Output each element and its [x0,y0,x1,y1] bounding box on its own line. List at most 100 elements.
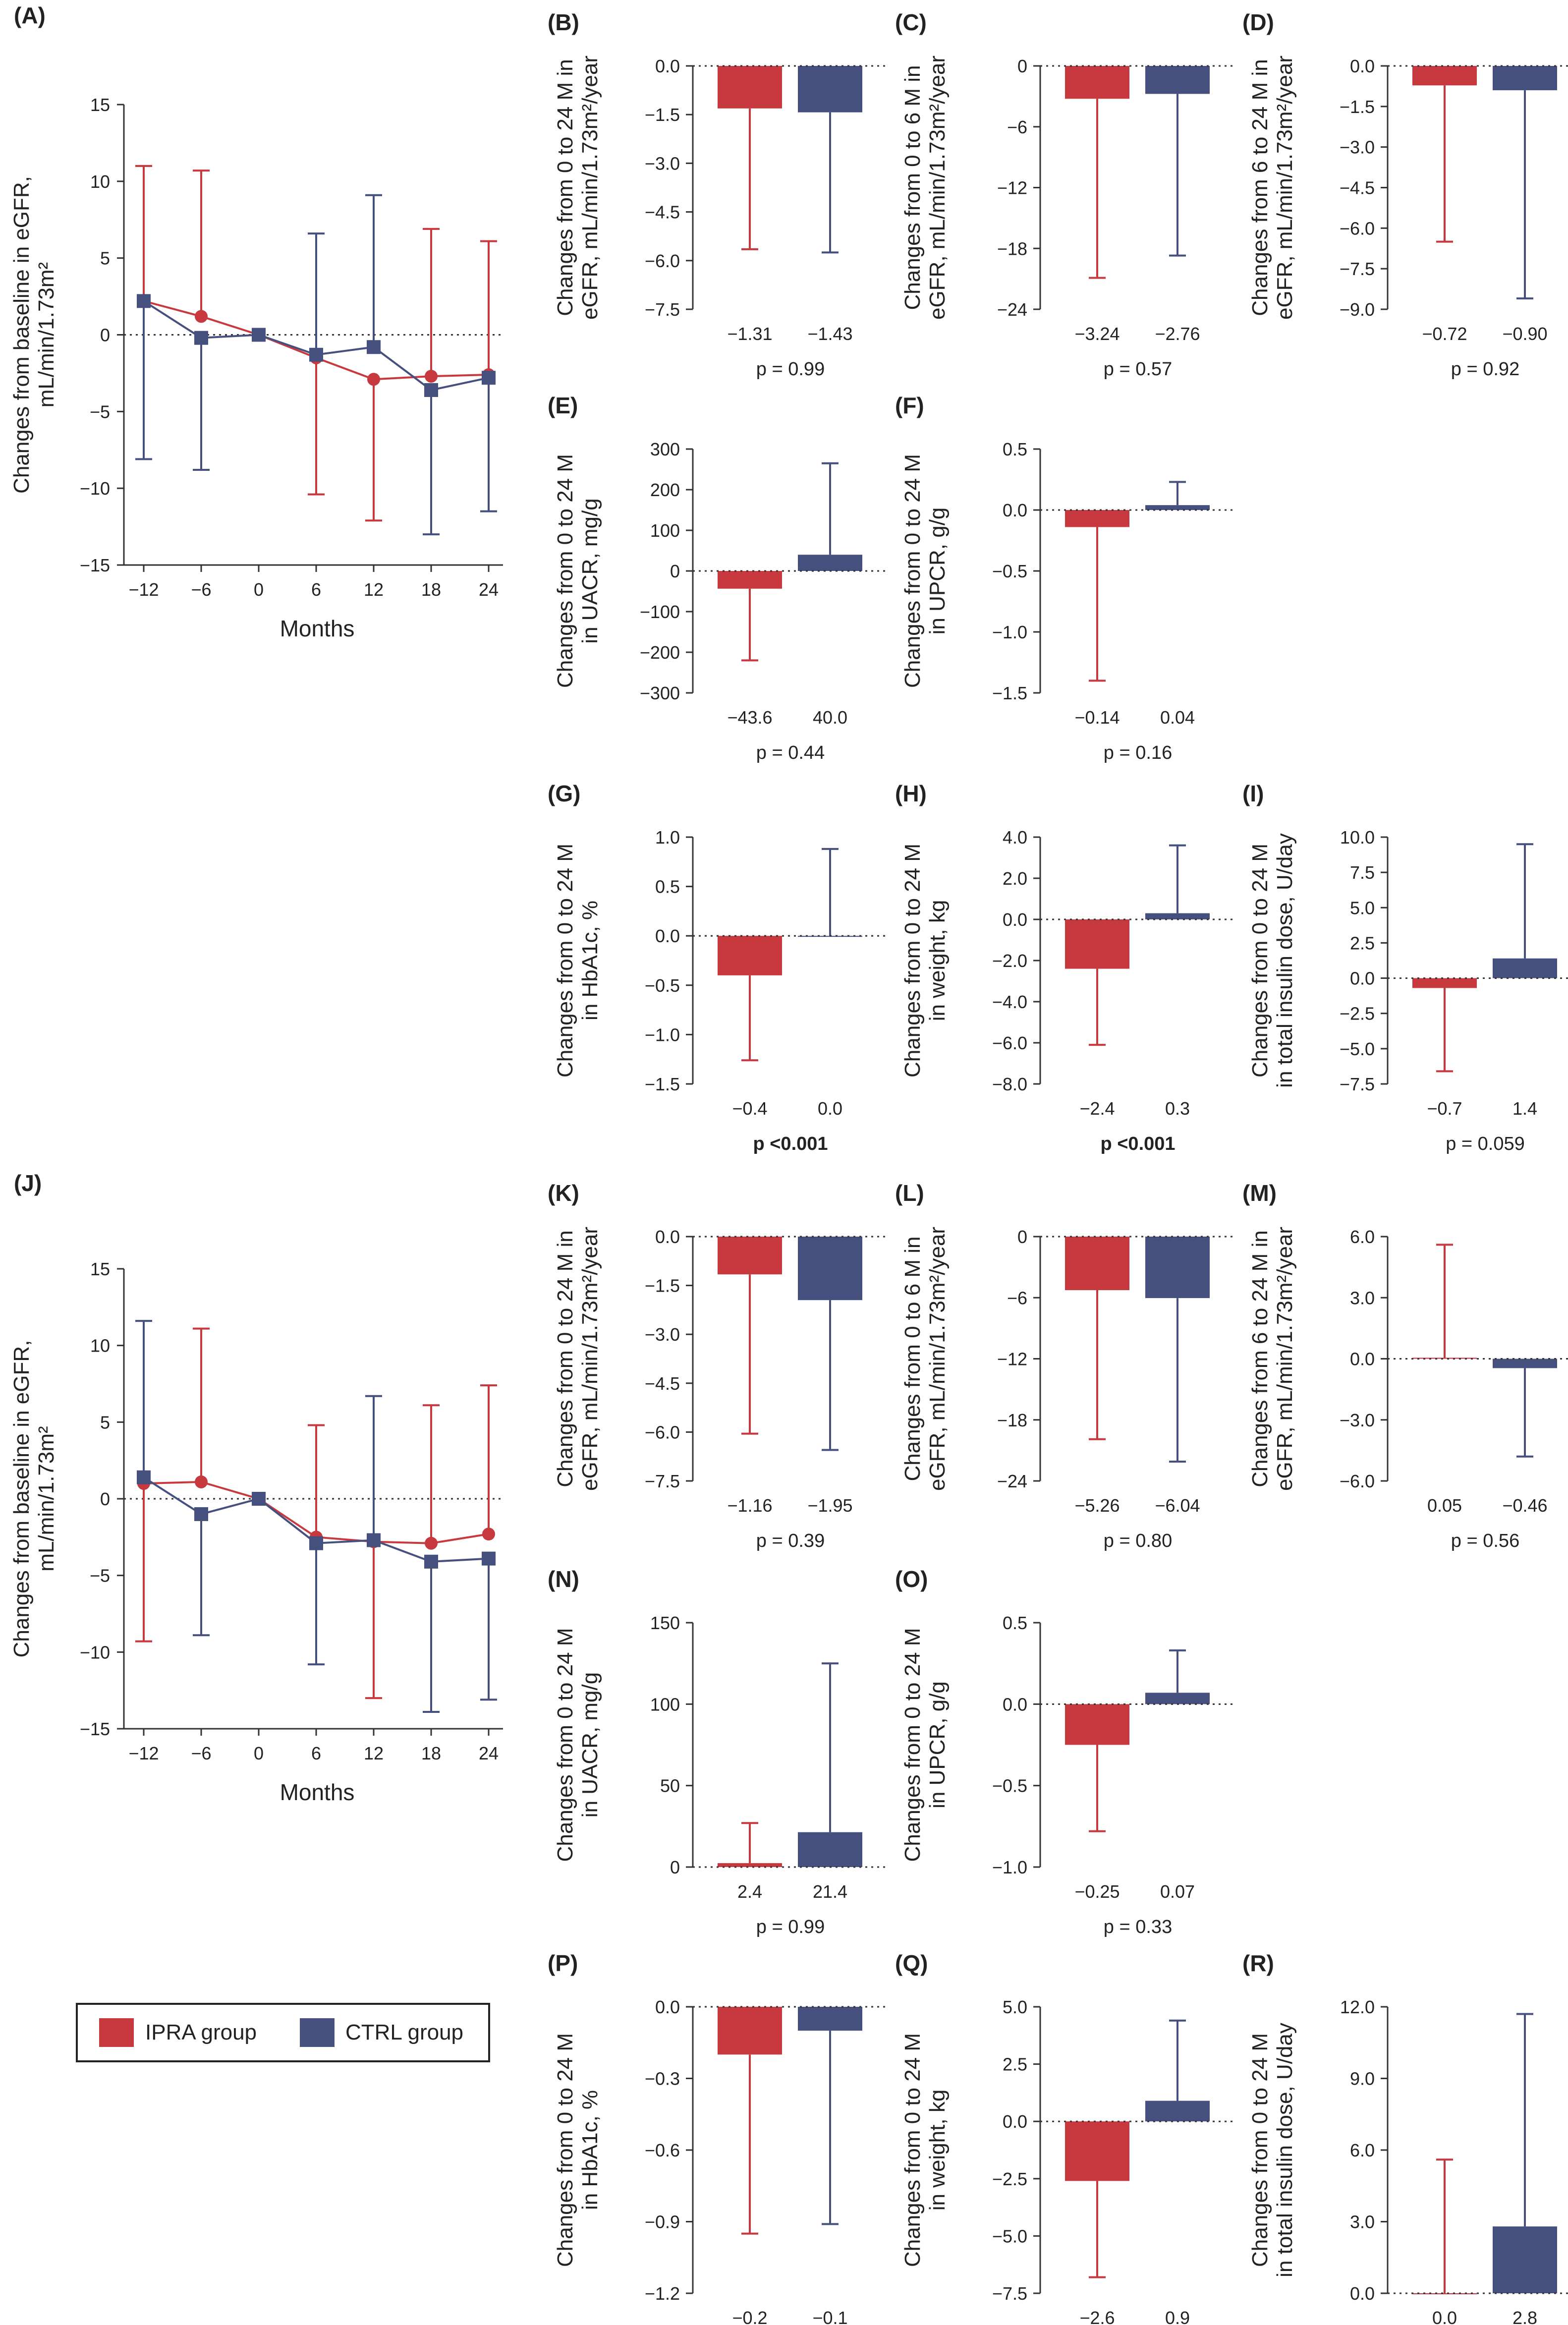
legend-ipra-label: IPRA group [145,2020,257,2044]
y-tick-label: 12.0 [1340,1997,1375,2017]
y-tick-label: −4.0 [992,992,1027,1012]
value-label: 2.8 [1512,2308,1537,2325]
x-tick-label: 24 [479,579,499,600]
y-axis-label-line: Changes from 0 to 24 M [553,2033,577,2267]
y-axis-label-K: Changes from 0 to 24 M ineGFR, mL/min/1.… [553,1227,602,1491]
y-tick-label: 0.0 [1350,2283,1375,2304]
y-tick-label: −7.5 [992,2283,1027,2304]
value-label: 2.4 [737,1881,762,1902]
y-axis-label-line: in HbA1c, % [578,901,602,1021]
y-tick-label: −15 [80,555,110,575]
bar-ctrl [798,1832,862,1867]
y-tick-label: −5.0 [1340,1039,1375,1059]
y-axis-label-E: Changes from 0 to 24 Min UACR, mg/g [553,454,602,688]
y-axis-label-line: mL/min/1.73m² [34,1426,58,1571]
y-tick-label: −9.0 [1340,299,1375,320]
value-label: −2.76 [1155,324,1200,344]
panel-E: (E) 300 200 100 0 −100 −200 −300 −43.6 40.0 p = 0.… [548,393,888,763]
x-tick-label: 6 [311,579,321,600]
point-ipra [367,373,380,386]
y-axis-label-B: Changes from 0 to 24 M ineGFR, mL/min/1.… [553,56,602,320]
bar-ctrl [1145,2100,1210,2122]
y-tick-label: −18 [997,238,1027,259]
y-axis-label-line: Changes from 0 to 24 M in [553,59,577,316]
y-axis-label-line: in weight, kg [925,2090,950,2211]
y-tick-label: −6.0 [1340,1471,1375,1491]
x-tick-label: 12 [364,1743,384,1763]
y-axis-label-line: Changes from 6 to 24 M in [1248,1230,1272,1487]
y-tick-label: 0 [100,325,110,345]
y-tick-label: −3.0 [645,153,680,173]
y-tick-label: −3.0 [1340,137,1375,158]
y-tick-label: 0.0 [1003,1694,1027,1714]
bar-ipra [1065,2121,1129,2181]
legend: IPRA group CTRL group [76,2003,490,2062]
bar-ctrl [798,555,862,571]
y-tick-label: 4.0 [1003,827,1027,848]
panel-label-O: (O) [895,1566,928,1592]
panel-label-P: (P) [548,1950,578,1976]
y-tick-label: −24 [997,1471,1027,1491]
y-axis-label-line: in UPCR, g/g [925,1681,950,1809]
value-label: 0.05 [1427,1495,1462,1516]
bar-ipra [1412,1358,1477,1359]
bar-ctrl [1493,2226,1557,2293]
x-tick-label: 18 [421,579,441,600]
point-ctrl [194,1507,208,1521]
y-axis-label-line: Changes from 0 to 24 M in [553,1230,577,1487]
bar-ctrl [1145,1693,1210,1704]
point-ctrl [137,1470,151,1484]
y-axis-label-F: Changes from 0 to 24 Min UPCR, g/g [900,454,950,688]
bar-ctrl [1145,66,1210,94]
y-tick-label: 0.5 [1003,1613,1027,1633]
y-tick-label: −4.5 [1340,178,1375,198]
y-tick-label: −3.0 [645,1324,680,1345]
panel-label-H: (H) [895,781,927,806]
y-axis-label-P: Changes from 0 to 24 Min HbA1c, % [553,2033,602,2267]
y-tick-label: −18 [997,1410,1027,1430]
y-axis-label-line: Changes from 0 to 24 M [1248,2033,1272,2267]
y-axis-label-line: in HbA1c, % [578,2090,602,2210]
y-tick-label: 0.0 [655,56,680,76]
point-ipra [195,1475,208,1488]
y-tick-label: −1.2 [645,2283,680,2304]
y-axis-label-G: Changes from 0 to 24 Min HbA1c, % [553,844,602,1077]
y-tick-label: −5 [90,1566,110,1586]
y-axis-label-line: Changes from baseline in eGFR, [9,176,34,494]
y-tick-label: 6.0 [1350,2140,1375,2160]
value-label: 0.07 [1160,1881,1195,1902]
y-axis-label-J: Changes from baseline in eGFR,mL/min/1.7… [9,1340,58,1658]
y-axis-label-H: Changes from 0 to 24 Min weight, kg [900,844,950,1077]
y-tick-label: −10 [80,478,110,499]
point-ctrl [482,371,496,385]
panel-label-K: (K) [548,1180,579,1206]
p-value-H: p <0.001 [1100,1134,1175,1154]
panel-label-G: (G) [548,781,580,806]
bar-ipra [718,936,782,975]
y-tick-label: −200 [640,642,680,663]
y-axis-label-line: mL/min/1.73m² [34,262,58,407]
y-tick-label: 5.0 [1350,898,1375,918]
y-tick-label: 7.5 [1350,862,1375,883]
point-ctrl [309,347,323,362]
y-tick-label: 300 [650,439,680,459]
y-tick-label: 3.0 [1350,2212,1375,2232]
y-tick-label: −3.0 [1340,1410,1375,1430]
y-tick-label: −1.5 [645,105,680,125]
x-tick-label: −6 [191,1743,211,1763]
legend-ctrl-swatch [300,2018,335,2047]
value-label: 21.4 [813,1881,847,1902]
panel-label-N: (N) [548,1566,579,1592]
value-label: −1.31 [727,324,772,344]
y-tick-label: 0.0 [1003,909,1027,930]
y-tick-label: 0.0 [1350,56,1375,76]
panel-L: (L) 0 −6 −12 −18 −24 −5.26 −6.04 p = 0.80 Changes… [895,1180,1235,1551]
y-tick-label: 150 [650,1613,680,1633]
panel-label-E: (E) [548,393,578,418]
bar-ctrl [798,66,862,113]
y-tick-label: −0.5 [992,561,1027,581]
panel-I: (I) 10.0 7.5 5.0 2.5 0.0 −2.5 −5.0 −7.5 −0.7 1.4 p … [1242,781,1568,1154]
legend-frame [76,2003,490,2062]
value-label: 0.04 [1160,707,1195,728]
y-axis-label-line: Changes from 0 to 6 M in [900,1236,925,1481]
